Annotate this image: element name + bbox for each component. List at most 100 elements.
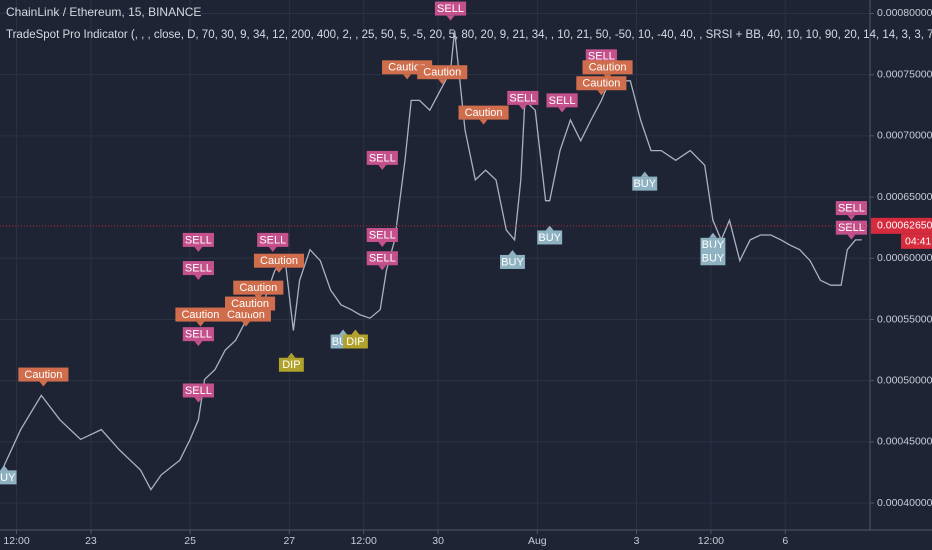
x-tick-label: 30 [432,535,444,547]
signal-box [342,334,368,349]
signal-pointer [378,265,387,271]
signal-box [835,201,868,216]
signal-box [175,307,226,322]
signal-box [417,65,468,80]
signal-box [224,296,276,311]
signal-label: BUY [702,239,725,251]
signal-pointer [708,246,717,252]
signal-label: BUY [538,232,561,244]
signal-box [366,150,398,165]
signal-pointer [847,234,856,240]
signal-label: Caution [582,78,620,90]
signal-pointer [0,465,9,471]
indicator-label: TradeSpot Pro Indicator (, , , close, D,… [6,29,932,41]
signal-label: Caution [24,369,62,381]
signal-pointer [640,171,649,177]
signal-label: DIP [282,359,300,371]
signal-box [582,60,633,75]
y-tick-label: 0.00045000 [877,436,932,448]
price-line [1,30,862,491]
signal-label: SELL [369,152,396,164]
signal-label: Caution [388,62,426,74]
signal-pointer [403,74,412,80]
signal-label: SELL [185,262,212,274]
x-tick-label: 6 [782,535,788,547]
signal-label: SELL [369,229,396,241]
signal-label: Caution [227,309,265,321]
signal-box [253,253,305,268]
signal-label: Caution [423,67,461,79]
signal-pointer [351,329,360,335]
last-price-label: 0.00062650 [877,220,932,232]
x-tick-label: 27 [283,535,295,547]
signal-box [835,220,868,235]
signal-box [366,228,398,243]
signal-label: Caution [181,309,219,321]
signal-label: BUY [702,253,725,265]
countdown: 04:41 [905,236,931,248]
signal-box [0,470,17,485]
signal-box [507,90,539,105]
signal-pointer [194,275,203,281]
signal-box [585,49,617,64]
y-tick-label: 0.00040000 [877,497,932,509]
signal-box [233,280,284,295]
y-tick-label: 0.00065000 [877,191,932,203]
y-tick-label: 0.00080000 [877,7,932,19]
plot-area: CautionBUYSELLSELLSELLSELLCautionCaution… [0,1,868,491]
signal-box [182,261,214,276]
signal-pointer [287,352,296,358]
last-price-box [871,217,932,234]
signal-box [434,1,467,16]
y-tick-label: 0.00055000 [877,313,932,325]
signal-box [220,307,271,322]
signal-box [278,357,304,372]
signal-label: SELL [437,3,464,15]
signal-box [700,237,726,252]
signal-pointer [378,242,387,248]
signal-box [182,232,214,247]
signal-label: DIP [346,336,364,348]
signal-pointer [339,329,348,335]
signal-label: SELL [185,329,212,341]
signal-pointer [708,232,717,238]
signal-box [700,251,726,266]
y-tick-label: 0.00070000 [877,130,932,142]
signal-label: Caution [589,62,627,74]
signal-pointer [545,225,554,231]
signal-pointer [847,215,856,221]
signal-pointer [194,397,203,403]
signal-label: Caution [260,255,298,267]
signal-label: SELL [588,51,615,63]
x-tick-label: 12:00 [698,535,724,547]
signal-label: SELL [509,92,536,104]
signal-pointer [378,164,387,170]
signal-label: SELL [838,222,865,234]
signal-pointer [518,104,527,110]
signal-box [18,367,69,382]
signal-box [546,93,578,108]
signal-label: BUY [633,178,656,190]
signal-pointer [558,107,567,113]
signal-label: BUY [0,472,16,484]
signal-label: Caution [239,282,277,294]
signal-box [500,254,525,269]
signal-box [366,251,398,266]
signal-box [537,230,563,245]
signal-box [632,176,658,191]
signal-pointer [194,246,203,252]
y-tick-label: 0.00075000 [877,68,932,80]
signal-pointer [268,246,277,252]
y-tick-label: 0.00060000 [877,252,932,264]
signal-pointer [603,74,612,80]
signal-box [182,383,214,398]
x-tick-label: 23 [85,535,97,547]
signal-pointer [246,310,255,316]
signal-pointer [438,79,447,85]
signal-label: BUY [501,256,524,268]
signal-label: SELL [259,234,286,246]
signal-pointer [446,15,455,21]
signal-label: SELL [838,202,865,214]
x-tick-label: 12:00 [351,535,377,547]
